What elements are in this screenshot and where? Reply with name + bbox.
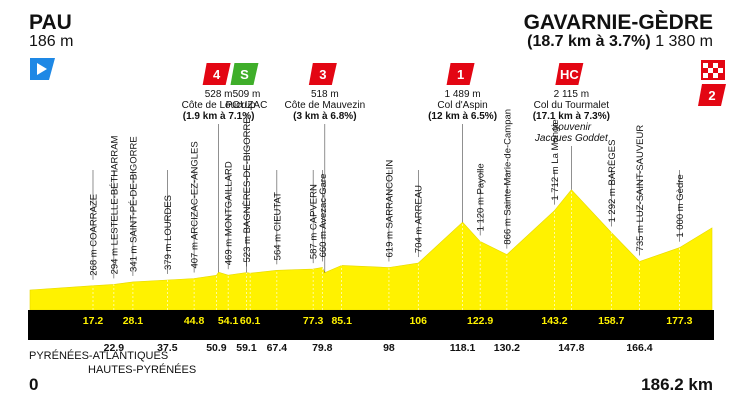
waypoint-label: 587 m CAPVERN <box>309 184 320 259</box>
climb-badge-2 <box>698 84 726 106</box>
check-square <box>718 68 723 73</box>
climb-badge-s <box>230 63 259 85</box>
km-label: 143.2 <box>541 315 567 327</box>
badge-label: HC <box>560 67 579 82</box>
waypoint-label: 341 m SAINT-PÉ-DE-BIGORRE <box>128 136 139 272</box>
climb-text: Côte de Loucrup <box>182 100 256 111</box>
km-label: 37.5 <box>157 342 178 354</box>
badge-label: S <box>240 67 249 82</box>
km-label: 44.8 <box>184 315 205 327</box>
waypoint-label: 564 m CIEUTAT <box>272 192 283 260</box>
km-label: 130.2 <box>494 342 520 354</box>
climb-text: 528 m <box>205 89 233 100</box>
climb-badge-hc <box>555 63 584 85</box>
km-label: 59.1 <box>236 342 257 354</box>
km-label: 85.1 <box>331 315 352 327</box>
km-label: 118.1 <box>450 342 476 354</box>
climb-text: 1 489 m <box>444 89 480 100</box>
start-name: PAU <box>29 11 72 34</box>
climb-text: (12 km à 6.5%) <box>428 111 497 122</box>
waypoint-label: 294 m LESTELLE-BÉTHARRAM <box>109 135 120 274</box>
km-label: 158.7 <box>598 315 624 327</box>
badge-label: 1 <box>457 67 464 82</box>
check-square <box>703 73 708 78</box>
km-label: 79.8 <box>312 342 333 354</box>
climb-text: Jacques Goddet <box>534 133 609 144</box>
climb-badge-1 <box>446 63 475 85</box>
finish-alt-value: 1 380 m <box>655 33 713 50</box>
finish-altitude: (18.7 km à 3.7%) 1 380 m <box>527 33 713 51</box>
km-label: 67.4 <box>267 342 288 354</box>
check-square <box>708 68 713 73</box>
waypoint-label: 379 m LOURDES <box>163 195 174 270</box>
waypoint-label: 407 m ARCIZAC-EZ-ANGLES <box>190 141 201 268</box>
km-label: 98 <box>383 342 395 354</box>
waypoint-label: 1 000 m Gèdre <box>675 174 686 237</box>
km-label: 122.9 <box>467 315 493 327</box>
waypoint-label: 660 m Avezac-Gare <box>318 174 329 258</box>
finish-name: GAVARNIE-GÈDRE <box>523 11 713 34</box>
department-2: HAUTES-PYRÉNÉES <box>88 364 197 376</box>
play-icon <box>37 63 47 75</box>
waypoint-label: 735 m LUZ-SAINT-SAUVEUR <box>635 125 646 252</box>
climb-text: 2 115 m <box>554 89 589 100</box>
km-label: 166.4 <box>626 342 652 354</box>
climb-text: 518 m <box>311 89 339 100</box>
km-label: 106 <box>409 315 427 327</box>
km-label: 17.2 <box>83 315 104 327</box>
waypoint-label: 469 m MONTGAILLARD <box>224 161 235 265</box>
climb-text: (3 km à 6.8%) <box>293 111 356 122</box>
km-label: 147.8 <box>558 342 584 354</box>
waypoint-label: 1 712 m La Mongie <box>550 119 561 200</box>
km-label: 60.1 <box>240 315 261 327</box>
check-square <box>713 73 718 78</box>
km-label: 28.1 <box>123 315 144 327</box>
department-1: PYRÉNÉES-ATLANTIQUES <box>29 350 169 362</box>
climb-badge-3 <box>308 63 337 85</box>
climb-text: POUZAC <box>226 100 268 111</box>
km-band <box>28 310 714 340</box>
km-label: 54.1 <box>218 315 239 327</box>
climb-text: Souvenir <box>552 122 592 133</box>
badge-label: 3 <box>319 67 326 82</box>
climb-text: (17.1 km à 7.3%) <box>533 111 610 122</box>
waypoint-label: 268 m COARRAZE <box>88 194 99 276</box>
climb-text: 509 m <box>233 89 261 100</box>
waypoint-label: 619 m SARRANCOLIN <box>384 160 395 258</box>
waypoint-label: 1 120 m Payolle <box>476 163 487 231</box>
total-km: 186.2 km <box>641 375 713 394</box>
km-label: 177.3 <box>666 315 692 327</box>
profile-area <box>29 189 713 311</box>
start-km: 0 <box>29 375 39 394</box>
waypoint-label: 704 m ARREAU <box>414 185 425 253</box>
badge-label: 2 <box>708 88 715 103</box>
waypoint-label: 523 m BAGNÈRES-DE-BIGORRE <box>242 117 253 262</box>
climb-text: Col du Tourmalet <box>534 100 610 111</box>
km-label: 22.9 <box>104 342 125 354</box>
check-square <box>713 63 718 68</box>
waypoint-label: 866 m Sainte-Marie-de-Campan <box>502 109 513 245</box>
badge-label: 4 <box>213 67 221 82</box>
check-square <box>703 63 708 68</box>
waypoint-label: 1 292 m BARÈGES <box>607 140 618 223</box>
start-altitude: 186 m <box>29 33 74 50</box>
climb-text: (1.9 km à 7.1%) <box>183 111 255 122</box>
climb-badge-4 <box>202 63 231 85</box>
km-label: 50.9 <box>206 342 227 354</box>
climb-text: Côte de Mauvezin <box>285 100 366 111</box>
km-label: 77.3 <box>303 315 324 327</box>
finish-climb-stats: (18.7 km à 3.7%) <box>527 33 651 50</box>
climb-text: Col d'Aspin <box>437 100 487 111</box>
